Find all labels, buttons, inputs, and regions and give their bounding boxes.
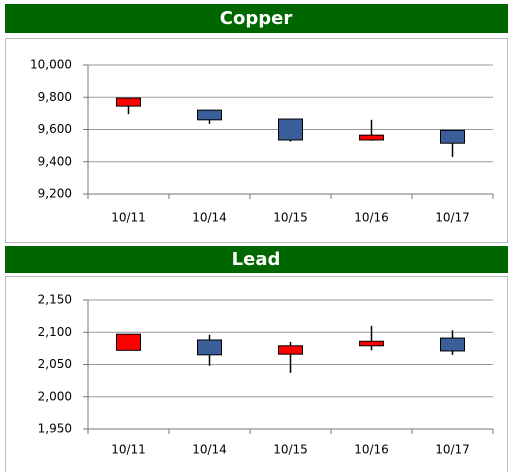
y-tick-label: 2,050 xyxy=(38,357,72,371)
x-tick-label: 10/17 xyxy=(435,443,470,457)
candle-body xyxy=(440,129,465,144)
y-tick-label: 10,000 xyxy=(30,58,72,72)
y-tick-label: 9,400 xyxy=(38,154,72,168)
y-tick-label: 2,100 xyxy=(38,325,72,339)
chart-frame xyxy=(5,276,508,476)
candle-body xyxy=(197,109,222,121)
candle-body xyxy=(359,340,384,347)
candle-body xyxy=(440,337,465,352)
x-tick-label: 10/16 xyxy=(354,443,389,457)
y-tick-label: 9,600 xyxy=(38,122,72,136)
header-bar xyxy=(5,246,508,273)
chart-title: Copper xyxy=(220,8,293,29)
chart-frame xyxy=(5,38,508,243)
chart-title: Lead xyxy=(232,249,281,270)
y-tick-label: 2,150 xyxy=(38,293,72,307)
candle-body xyxy=(278,345,303,355)
x-tick-label: 10/15 xyxy=(273,443,308,457)
candle-body xyxy=(197,339,222,356)
x-tick-label: 10/16 xyxy=(354,211,389,225)
candle-body xyxy=(278,118,303,141)
x-tick-label: 10/14 xyxy=(192,211,227,225)
candle-body xyxy=(116,333,141,351)
y-tick-label: 9,800 xyxy=(38,90,72,104)
y-tick-label: 2,000 xyxy=(38,389,72,403)
x-tick-label: 10/17 xyxy=(435,211,470,225)
y-tick-label: 9,200 xyxy=(38,187,72,201)
y-tick-label: 1,950 xyxy=(38,422,72,436)
x-tick-label: 10/15 xyxy=(273,211,308,225)
x-tick-label: 10/14 xyxy=(192,443,227,457)
candle-body xyxy=(359,134,384,141)
x-tick-label: 10/11 xyxy=(111,443,146,457)
header-bar xyxy=(5,4,508,33)
x-tick-label: 10/11 xyxy=(111,211,146,225)
candle-body xyxy=(116,97,141,107)
